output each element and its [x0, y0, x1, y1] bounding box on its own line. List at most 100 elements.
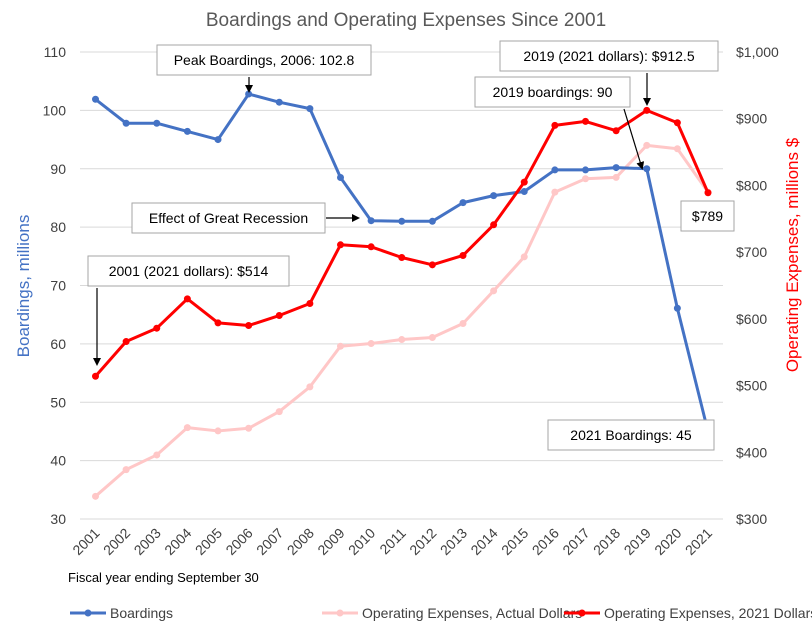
x-tick-label: 2013 [437, 525, 470, 558]
data-point [551, 188, 559, 196]
x-tick-label: 2007 [253, 525, 286, 558]
annotation-text: 2021 Boardings: 45 [570, 427, 692, 443]
legend-item: Operating Expenses, 2021 Dollars [564, 605, 812, 621]
x-tick-label: 2021 [682, 525, 715, 558]
annotation: 2021 Boardings: 45 [547, 419, 715, 451]
data-point [520, 253, 528, 261]
left-tick-label: 50 [50, 394, 66, 410]
right-axis-label: Operating Expenses, millions $ [783, 137, 802, 372]
left-tick-label: 30 [50, 511, 66, 527]
data-point [367, 217, 375, 225]
data-point [582, 166, 589, 174]
data-point [520, 178, 528, 186]
x-tick-label: 2005 [192, 525, 225, 558]
data-point [183, 424, 191, 432]
x-tick-label: 2004 [161, 525, 194, 558]
right-tick-label: $300 [736, 511, 767, 527]
legend: Boardings Operating Expenses, Actual Doll… [70, 605, 812, 621]
right-tick-label: $400 [736, 444, 767, 460]
annotation-box [474, 76, 631, 108]
right-tick-label: $600 [736, 311, 767, 327]
data-point [367, 340, 375, 348]
data-point [428, 261, 436, 269]
annotation: Peak Boardings, 2006: 102.8 [156, 44, 372, 93]
left-tick-label: 40 [50, 453, 66, 469]
left-axis-ticks: 30 40 50 60 70 80 90 100 110 [43, 44, 67, 527]
data-point [92, 492, 99, 500]
annotation-text: 2001 (2021 dollars): $514 [109, 263, 269, 279]
data-point [490, 192, 498, 200]
x-axis-note: Fiscal year ending September 30 [68, 570, 259, 585]
data-point [306, 105, 314, 113]
x-tick-label: 2019 [621, 525, 654, 558]
data-point [612, 173, 620, 181]
data-point [459, 199, 467, 207]
x-tick-label: 2001 [69, 525, 102, 558]
left-tick-label: 100 [43, 102, 67, 118]
data-point [582, 117, 589, 125]
x-tick-label: 2010 [345, 525, 378, 558]
x-tick-label: 2016 [529, 525, 562, 558]
data-point [704, 189, 712, 197]
x-tick-label: 2014 [467, 525, 500, 558]
annotation: 2019 boardings: 90 [474, 76, 645, 170]
data-point [643, 165, 651, 173]
data-point [153, 324, 161, 332]
right-tick-label: $500 [736, 378, 767, 394]
data-point [306, 300, 314, 308]
x-tick-label: 2017 [559, 525, 592, 558]
data-point [367, 243, 375, 251]
series-1 [92, 141, 712, 500]
right-tick-label: $1,000 [736, 44, 779, 60]
data-point [337, 241, 344, 249]
data-point [306, 383, 314, 391]
legend-item: Operating Expenses, Actual Dollars [322, 605, 582, 621]
x-axis-ticks: 2001200220032004200520062007200820092010… [69, 525, 715, 558]
data-point [337, 174, 344, 182]
annotation: $789 [680, 200, 735, 232]
data-point [92, 95, 99, 103]
right-tick-label: $700 [736, 244, 767, 260]
left-tick-label: 90 [50, 161, 66, 177]
data-point [122, 466, 130, 474]
x-tick-label: 2011 [376, 525, 409, 558]
annotation: Effect of Great Recession [131, 202, 360, 234]
data-point [337, 342, 344, 350]
data-point [275, 98, 283, 106]
data-point [612, 164, 620, 172]
annotation-text: 2019 (2021 dollars): $912.5 [523, 48, 694, 64]
data-point [245, 424, 253, 432]
x-tick-label: 2012 [406, 525, 439, 558]
annotation-text: Effect of Great Recession [149, 210, 308, 226]
data-point [551, 166, 559, 174]
series-group [92, 90, 712, 500]
data-point [459, 251, 467, 259]
data-point [490, 287, 498, 295]
left-tick-label: 60 [50, 336, 66, 352]
x-tick-label: 2003 [131, 525, 164, 558]
data-point [183, 295, 191, 303]
right-axis-ticks: $300 $400 $500 $600 $700 $800 $900 $1,000 [736, 44, 779, 527]
legend-label: Operating Expenses, 2021 Dollars [604, 605, 812, 621]
annotation-text: $789 [692, 208, 723, 224]
annotation-text: Peak Boardings, 2006: 102.8 [174, 52, 355, 68]
data-point [551, 121, 559, 129]
data-point [245, 90, 253, 98]
data-point [490, 221, 498, 229]
data-point [582, 175, 589, 183]
legend-label: Boardings [110, 605, 173, 621]
annotation-box [87, 255, 290, 287]
left-tick-label: 110 [44, 44, 67, 60]
legend-item: Boardings [70, 605, 173, 621]
series-0 [92, 90, 712, 435]
data-point [275, 408, 283, 416]
data-point [214, 427, 222, 435]
chart-title: Boardings and Operating Expenses Since 2… [206, 10, 606, 31]
left-axis-label: Boardings, millions [14, 215, 33, 358]
data-point [214, 136, 222, 144]
left-tick-label: 70 [50, 278, 66, 294]
data-point [520, 188, 528, 196]
x-tick-label: 2015 [498, 525, 531, 558]
annotations: Peak Boardings, 2006: 102.8 2019 (2021 do… [87, 40, 735, 451]
annotation-box [499, 40, 719, 72]
